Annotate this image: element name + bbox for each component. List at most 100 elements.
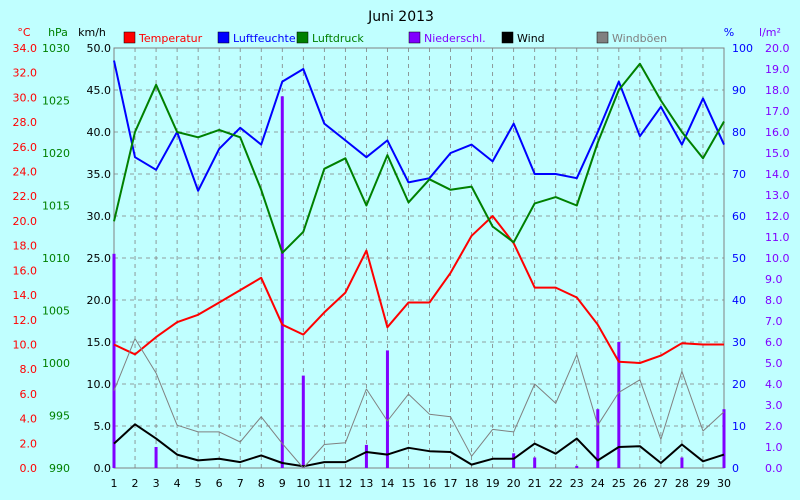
rain-axis-tick-label: 6.0	[765, 336, 783, 349]
temp-legend-swatch	[123, 31, 136, 44]
x-tick-label: 15	[401, 477, 415, 490]
rain-legend-label: Niederschl.	[424, 32, 486, 45]
rain-bar	[512, 453, 516, 468]
rain-bar	[596, 409, 600, 468]
wind-axis-tick-label: 45.0	[87, 84, 112, 97]
rain-axis-tick-label: 8.0	[765, 294, 783, 307]
rain-axis-tick-label: 15.0	[765, 147, 790, 160]
axes: 1 2 3 4 5 6 7 8 9 10 11 12 13 14 15 16 17 18 19 20 21 22 23 24 2…	[13, 26, 790, 490]
x-tick-label: 3	[153, 477, 160, 490]
wind-legend-label: Wind	[517, 32, 545, 45]
rain-axis-tick-label: 11.0	[765, 231, 790, 244]
temp-axis-tick-label: 10.0	[13, 338, 38, 351]
humidity-axis-tick-label: 40	[732, 294, 746, 307]
x-tick-label: 20	[507, 477, 521, 490]
x-tick-label: 21	[528, 477, 542, 490]
humidity-axis-tick-label: 0	[732, 462, 739, 475]
wind-axis-tick-label: 20.0	[87, 294, 112, 307]
pressure-axis-tick-label: 1015	[42, 200, 70, 213]
temp-axis-unit: °C	[17, 26, 31, 39]
x-tick-label: 1	[111, 477, 118, 490]
rain-bars	[112, 96, 726, 469]
rain-bar	[364, 444, 368, 468]
hum-legend-label: Luftfeuchte	[233, 32, 296, 45]
legend: Temperatur Luftfeuchte Luftdruck Niederschl…	[123, 31, 667, 45]
temp-axis-tick-label: 18.0	[13, 240, 38, 253]
temp-axis-tick-label: 22.0	[13, 190, 38, 203]
hum-legend-swatch	[217, 31, 230, 44]
rain-axis-tick-label: 12.0	[765, 210, 790, 223]
temp-axis-tick-label: 2.0	[20, 437, 38, 450]
x-tick-label: 18	[465, 477, 479, 490]
x-tick-label: 26	[633, 477, 647, 490]
x-tick-label: 30	[717, 477, 731, 490]
temp-axis-tick-label: 6.0	[20, 388, 38, 401]
x-tick-label: 22	[549, 477, 563, 490]
rain-axis-tick-label: 3.0	[765, 399, 783, 412]
rain-axis-tick-label: 16.0	[765, 126, 790, 139]
pressure-axis-tick-label: 995	[49, 410, 70, 423]
x-tick-label: 28	[675, 477, 689, 490]
gust-legend-swatch	[596, 31, 609, 44]
x-tick-label: 7	[237, 477, 244, 490]
temp-axis-tick-label: 24.0	[13, 166, 38, 179]
rain-axis-tick-label: 17.0	[765, 105, 790, 118]
rain-axis-tick-label: 0.0	[765, 462, 783, 475]
press-legend-label: Luftdruck	[312, 32, 364, 45]
x-tick-label: 19	[486, 477, 500, 490]
humidity-axis-tick-label: 70	[732, 168, 746, 181]
x-tick-label: 4	[174, 477, 181, 490]
x-tick-label: 13	[359, 477, 373, 490]
x-tick-label: 9	[279, 477, 286, 490]
x-tick-label: 17	[444, 477, 458, 490]
x-tick-label: 25	[612, 477, 626, 490]
x-tick-label: 16	[423, 477, 437, 490]
humidity-axis-tick-label: 80	[732, 126, 746, 139]
humidity-axis-tick-label: 90	[732, 84, 746, 97]
temp-axis-tick-label: 20.0	[13, 215, 38, 228]
gust-line	[113, 338, 725, 469]
x-tick-label: 2	[132, 477, 139, 490]
humidity-axis-tick-label: 10	[732, 420, 746, 433]
x-tick-label: 29	[696, 477, 710, 490]
wind-axis-tick-label: 25.0	[87, 252, 112, 265]
x-tick-label: 23	[570, 477, 584, 490]
rain-bar	[680, 457, 684, 468]
wind-line	[113, 423, 725, 468]
wind-axis-tick-label: 35.0	[87, 168, 112, 181]
rain-legend-swatch	[408, 31, 421, 44]
rain-axis-tick-label: 1.0	[765, 441, 783, 454]
temp-axis-tick-label: 14.0	[13, 289, 38, 302]
temp-axis-tick-label: 28.0	[13, 116, 38, 129]
rain-axis-tick-label: 14.0	[765, 168, 790, 181]
wind-axis-tick-label: 10.0	[87, 378, 112, 391]
temp-line	[113, 215, 724, 364]
rain-axis-tick-label: 20.0	[765, 42, 790, 55]
wind-axis-tick-label: 40.0	[87, 126, 112, 139]
x-tick-label: 12	[338, 477, 352, 490]
humidity-axis-unit: %	[724, 26, 734, 39]
temp-axis-tick-label: 12.0	[13, 314, 38, 327]
rain-bar	[280, 96, 284, 469]
rain-bar	[154, 447, 158, 468]
pressure-axis-tick-label: 1010	[42, 252, 70, 265]
rain-bar	[533, 457, 537, 468]
rain-bar	[301, 375, 305, 468]
wind-axis-tick-label: 5.0	[94, 420, 112, 433]
pressure-axis-tick-label: 990	[49, 462, 70, 475]
rain-axis-tick-label: 13.0	[765, 189, 790, 202]
x-tick-label: 24	[591, 477, 605, 490]
rain-axis-tick-label: 19.0	[765, 63, 790, 76]
temp-axis-tick-label: 32.0	[13, 67, 38, 80]
x-tick-label: 11	[317, 477, 331, 490]
rain-axis-tick-label: 10.0	[765, 252, 790, 265]
x-tick-label: 27	[654, 477, 668, 490]
series-lines	[113, 60, 725, 469]
rain-axis-tick-label: 2.0	[765, 420, 783, 433]
rain-axis-tick-label: 7.0	[765, 315, 783, 328]
humidity-axis-tick-label: 100	[732, 42, 753, 55]
temp-axis-tick-label: 0.0	[20, 462, 38, 475]
pressure-axis-tick-label: 1020	[42, 147, 70, 160]
temp-axis-tick-label: 8.0	[20, 363, 38, 376]
